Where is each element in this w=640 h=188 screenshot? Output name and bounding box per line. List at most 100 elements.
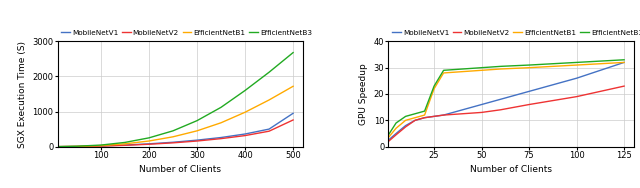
Line: MobileNetV1: MobileNetV1 — [58, 113, 293, 147]
EfficientNetB1 — [573, 64, 580, 66]
EfficientNetB1 — [525, 67, 533, 69]
EfficientNetB1 — [412, 117, 419, 119]
MobileNetV1 — [73, 145, 81, 148]
MobileNetV1 — [525, 90, 533, 92]
MobileNetV1 — [402, 124, 410, 127]
MobileNetV1 — [385, 139, 392, 141]
Line: EfficientNetB3: EfficientNetB3 — [58, 53, 293, 147]
EfficientNetB3 — [121, 141, 129, 144]
MobileNetV1 — [573, 77, 580, 79]
EfficientNetB3 — [402, 115, 410, 118]
MobileNetV1 — [620, 61, 628, 64]
MobileNetV1 — [193, 139, 201, 141]
MobileNetV2 — [392, 134, 400, 136]
MobileNetV2 — [145, 143, 153, 145]
MobileNetV1 — [412, 119, 419, 121]
MobileNetV1 — [121, 144, 129, 146]
X-axis label: Number of Clients: Number of Clients — [470, 165, 552, 174]
MobileNetV2 — [420, 117, 428, 119]
MobileNetV2 — [525, 103, 533, 106]
MobileNetV2 — [169, 142, 177, 144]
EfficientNetB1 — [620, 61, 628, 64]
Line: MobileNetV2: MobileNetV2 — [58, 120, 293, 147]
Legend: MobileNetV1, MobileNetV2, EfficientNetB1, EfficientNetB3: MobileNetV1, MobileNetV2, EfficientNetB1… — [61, 29, 312, 36]
EfficientNetB1 — [477, 69, 485, 71]
EfficientNetB1 — [459, 70, 467, 73]
Line: MobileNetV1: MobileNetV1 — [388, 62, 624, 140]
EfficientNetB1 — [420, 114, 428, 116]
EfficientNetB3 — [430, 85, 438, 87]
EfficientNetB1 — [440, 72, 447, 74]
Line: MobileNetV2: MobileNetV2 — [388, 86, 624, 141]
MobileNetV2 — [459, 113, 467, 115]
Line: EfficientNetB1: EfficientNetB1 — [388, 62, 624, 137]
EfficientNetB3 — [217, 106, 225, 108]
EfficientNetB3 — [73, 145, 81, 147]
EfficientNetB3 — [289, 52, 297, 54]
MobileNetV2 — [412, 119, 419, 121]
EfficientNetB1 — [497, 68, 504, 70]
MobileNetV2 — [193, 140, 201, 142]
MobileNetV1 — [392, 132, 400, 135]
EfficientNetB3 — [54, 146, 61, 148]
MobileNetV1 — [54, 146, 61, 148]
MobileNetV1 — [459, 109, 467, 111]
Y-axis label: GPU Speedup: GPU Speedup — [359, 63, 368, 125]
EfficientNetB1 — [217, 122, 225, 124]
MobileNetV2 — [620, 85, 628, 87]
EfficientNetB3 — [241, 89, 249, 92]
EfficientNetB1 — [54, 146, 61, 148]
EfficientNetB1 — [241, 111, 249, 113]
EfficientNetB1 — [385, 136, 392, 139]
MobileNetV2 — [430, 115, 438, 118]
MobileNetV1 — [420, 117, 428, 119]
MobileNetV2 — [54, 146, 61, 148]
EfficientNetB1 — [193, 130, 201, 132]
MobileNetV2 — [217, 137, 225, 140]
EfficientNetB3 — [97, 144, 105, 146]
MobileNetV1 — [145, 143, 153, 145]
MobileNetV2 — [121, 144, 129, 146]
EfficientNetB3 — [525, 64, 533, 66]
EfficientNetB1 — [265, 99, 273, 101]
MobileNetV1 — [97, 145, 105, 147]
EfficientNetB1 — [289, 85, 297, 87]
EfficientNetB1 — [97, 144, 105, 147]
Line: EfficientNetB3: EfficientNetB3 — [388, 60, 624, 135]
MobileNetV2 — [73, 145, 81, 148]
EfficientNetB1 — [402, 119, 410, 121]
EfficientNetB3 — [497, 65, 504, 67]
MobileNetV2 — [289, 119, 297, 121]
EfficientNetB1 — [73, 145, 81, 148]
EfficientNetB3 — [420, 110, 428, 112]
MobileNetV2 — [385, 140, 392, 143]
EfficientNetB3 — [265, 71, 273, 73]
MobileNetV2 — [477, 111, 485, 114]
EfficientNetB3 — [169, 130, 177, 132]
MobileNetV1 — [430, 115, 438, 118]
MobileNetV2 — [573, 96, 580, 98]
MobileNetV2 — [241, 134, 249, 137]
EfficientNetB1 — [169, 136, 177, 138]
MobileNetV2 — [497, 109, 504, 111]
Y-axis label: SGX Execution Time (S): SGX Execution Time (S) — [18, 40, 27, 148]
MobileNetV1 — [477, 103, 485, 106]
EfficientNetB3 — [193, 120, 201, 122]
EfficientNetB1 — [145, 140, 153, 142]
EfficientNetB3 — [459, 68, 467, 70]
MobileNetV1 — [265, 128, 273, 130]
MobileNetV2 — [97, 145, 105, 147]
MobileNetV1 — [217, 136, 225, 139]
MobileNetV2 — [265, 130, 273, 132]
MobileNetV1 — [169, 141, 177, 143]
MobileNetV1 — [289, 112, 297, 114]
EfficientNetB1 — [392, 127, 400, 129]
X-axis label: Number of Clients: Number of Clients — [139, 165, 221, 174]
EfficientNetB3 — [573, 61, 580, 64]
EfficientNetB3 — [392, 122, 400, 124]
EfficientNetB3 — [477, 67, 485, 69]
EfficientNetB1 — [121, 143, 129, 145]
MobileNetV1 — [241, 133, 249, 135]
EfficientNetB3 — [145, 137, 153, 139]
EfficientNetB1 — [430, 88, 438, 90]
